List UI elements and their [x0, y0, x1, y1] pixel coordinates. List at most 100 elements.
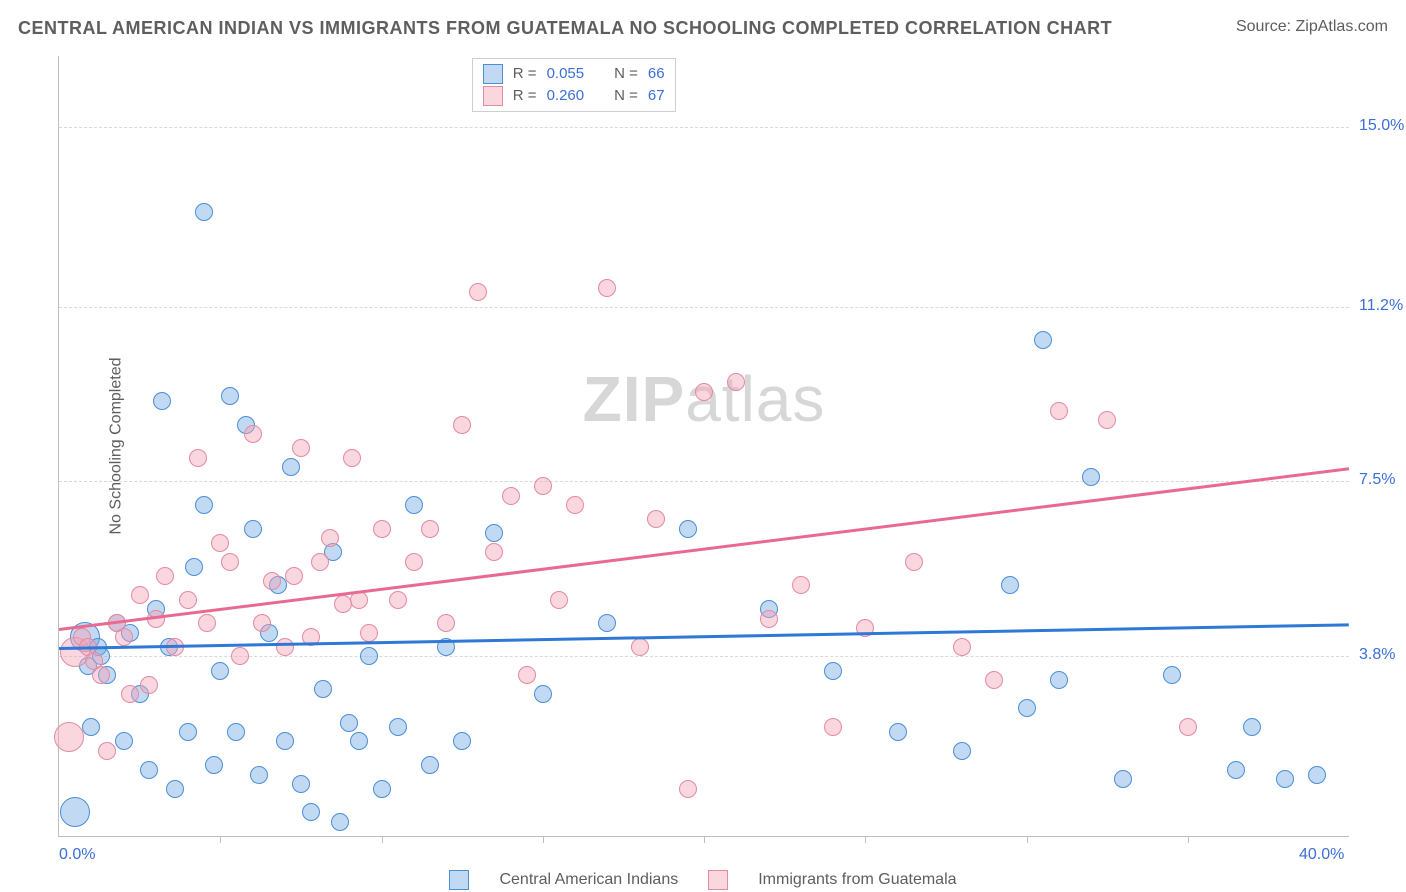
scatter-point	[221, 387, 239, 405]
scatter-point	[253, 614, 271, 632]
legend-swatch-pink	[708, 870, 728, 890]
x-tick-mark	[704, 836, 705, 843]
chart-title: CENTRAL AMERICAN INDIAN VS IMMIGRANTS FR…	[18, 18, 1112, 39]
scatter-point	[360, 647, 378, 665]
x-tick-mark	[865, 836, 866, 843]
scatter-point	[311, 553, 329, 571]
scatter-point	[189, 449, 207, 467]
scatter-point	[131, 586, 149, 604]
scatter-point	[179, 723, 197, 741]
scatter-point	[518, 666, 536, 684]
scatter-point	[302, 803, 320, 821]
scatter-point	[695, 383, 713, 401]
scatter-point	[889, 723, 907, 741]
scatter-point	[502, 487, 520, 505]
y-tick-label: 15.0%	[1359, 117, 1406, 135]
scatter-point	[373, 780, 391, 798]
x-tick-mark	[1027, 836, 1028, 843]
scatter-point	[1179, 718, 1197, 736]
scatter-point	[140, 761, 158, 779]
scatter-point	[343, 449, 361, 467]
stat-n-value: 66	[648, 63, 665, 85]
scatter-point	[405, 553, 423, 571]
trend-line	[59, 623, 1349, 649]
scatter-point	[282, 458, 300, 476]
scatter-point	[115, 628, 133, 646]
scatter-point	[453, 732, 471, 750]
scatter-point	[1082, 468, 1100, 486]
scatter-point	[231, 647, 249, 665]
x-tick-mark	[382, 836, 383, 843]
legend-swatch-blue	[449, 870, 469, 890]
scatter-point	[82, 718, 100, 736]
scatter-point	[679, 520, 697, 538]
x-tick-mark	[1188, 836, 1189, 843]
scatter-point	[211, 534, 229, 552]
scatter-point	[1050, 402, 1068, 420]
scatter-point	[1098, 411, 1116, 429]
x-tick-mark	[543, 836, 544, 843]
scatter-point	[1243, 718, 1261, 736]
stats-row: R =0.260N =67	[483, 85, 665, 107]
scatter-point	[534, 685, 552, 703]
y-tick-label: 3.8%	[1359, 646, 1406, 664]
scatter-point	[421, 520, 439, 538]
chart-container: CENTRAL AMERICAN INDIAN VS IMMIGRANTS FR…	[0, 0, 1406, 892]
scatter-point	[373, 520, 391, 538]
y-tick-label: 11.2%	[1359, 297, 1406, 315]
scatter-point	[1034, 331, 1052, 349]
scatter-point	[631, 638, 649, 656]
scatter-point	[437, 614, 455, 632]
scatter-point	[453, 416, 471, 434]
x-tick-label: 40.0%	[1299, 846, 1344, 864]
scatter-point	[185, 558, 203, 576]
scatter-point	[285, 567, 303, 585]
stat-r-label: R =	[513, 63, 537, 85]
scatter-point	[566, 496, 584, 514]
scatter-point	[598, 614, 616, 632]
legend-label-pink: Immigrants from Guatemala	[758, 871, 956, 889]
scatter-point	[647, 510, 665, 528]
scatter-point	[205, 756, 223, 774]
x-tick-label: 0.0%	[59, 846, 95, 864]
scatter-point	[1114, 770, 1132, 788]
scatter-point	[824, 662, 842, 680]
stat-swatch	[483, 86, 503, 106]
scatter-point	[550, 591, 568, 609]
scatter-point	[54, 722, 84, 752]
scatter-point	[350, 732, 368, 750]
scatter-point	[98, 742, 116, 760]
scatter-point	[221, 553, 239, 571]
scatter-point	[115, 732, 133, 750]
scatter-point	[156, 567, 174, 585]
scatter-point	[1308, 766, 1326, 784]
scatter-point	[1276, 770, 1294, 788]
scatter-point	[985, 671, 1003, 689]
scatter-point	[1163, 666, 1181, 684]
scatter-point	[760, 610, 778, 628]
scatter-point	[679, 780, 697, 798]
stat-n-label: N =	[614, 63, 638, 85]
scatter-point	[179, 591, 197, 609]
scatter-point	[60, 797, 90, 827]
scatter-point	[166, 780, 184, 798]
gridline	[59, 127, 1349, 128]
scatter-point	[824, 718, 842, 736]
source-attribution: Source: ZipAtlas.com	[1236, 18, 1388, 36]
scatter-point	[534, 477, 552, 495]
y-tick-label: 7.5%	[1359, 471, 1406, 489]
scatter-point	[244, 520, 262, 538]
scatter-point	[250, 766, 268, 784]
stats-box: R =0.055N =66R =0.260N =67	[472, 58, 676, 112]
gridline	[59, 656, 1349, 657]
scatter-point	[469, 283, 487, 301]
scatter-point	[292, 775, 310, 793]
scatter-point	[1001, 576, 1019, 594]
source-prefix: Source:	[1236, 18, 1296, 35]
scatter-point	[121, 685, 139, 703]
scatter-point	[198, 614, 216, 632]
x-tick-mark	[220, 836, 221, 843]
legend: Central American Indians Immigrants from…	[0, 870, 1406, 890]
gridline	[59, 481, 1349, 482]
scatter-point	[276, 732, 294, 750]
